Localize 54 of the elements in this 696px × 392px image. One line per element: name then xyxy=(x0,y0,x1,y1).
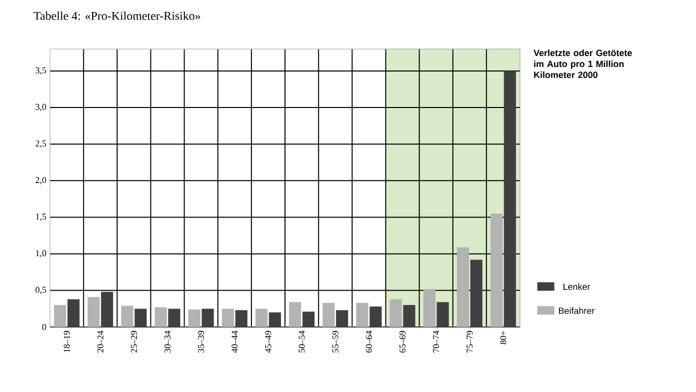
y-tick-label: 2,5 xyxy=(36,140,46,148)
bar xyxy=(436,302,449,327)
x-tick-label: 30–34 xyxy=(164,330,171,353)
x-tick-label: 80+ xyxy=(500,330,506,344)
bar xyxy=(423,288,436,327)
x-tick-label: 50–54 xyxy=(298,330,305,352)
bar xyxy=(255,308,268,327)
bar xyxy=(134,308,147,327)
bar xyxy=(470,260,482,327)
bar xyxy=(490,214,503,327)
bar xyxy=(268,312,281,327)
bar xyxy=(235,310,248,327)
y-tick-label: 0 xyxy=(42,324,46,330)
bar xyxy=(302,312,315,327)
x-tick-label: 45–49 xyxy=(265,330,272,353)
legend-label: Beifahrer xyxy=(559,307,595,314)
x-tick-label: 20–24 xyxy=(97,330,104,353)
bar xyxy=(88,297,100,327)
bar xyxy=(121,306,134,327)
bar xyxy=(67,299,80,327)
bar xyxy=(289,302,302,327)
bar xyxy=(188,309,200,327)
bar xyxy=(202,308,214,327)
x-tick-label: 35–39 xyxy=(198,330,204,353)
x-tick-label: 25–29 xyxy=(130,330,137,353)
bar xyxy=(222,308,234,327)
x-tick-label: 65–69 xyxy=(399,330,406,353)
bar xyxy=(54,305,66,327)
bar xyxy=(370,306,382,327)
bar xyxy=(456,247,469,327)
bar xyxy=(336,310,348,327)
legend-label: Lenker xyxy=(564,283,590,290)
x-tick-label: 40–44 xyxy=(232,330,238,353)
y-tick-label: 0,5 xyxy=(36,286,46,294)
x-tick-label: 18–19 xyxy=(64,330,70,352)
x-tick-label: 70–74 xyxy=(433,330,440,352)
x-tick-label: 60–64 xyxy=(366,330,372,353)
bar xyxy=(504,70,516,327)
bar xyxy=(356,302,368,327)
text: Verletzte oder Getötete im Auto pro 1 Million Kilometer 2000 xyxy=(534,50,632,78)
y-tick-label: 2,0 xyxy=(36,177,46,184)
bar xyxy=(168,308,180,327)
x-tick-label: 55–59 xyxy=(332,330,338,352)
chart-title: Tabelle 4: «Pro-Kilometer-Risiko» xyxy=(34,12,200,20)
y-tick-label: 1,5 xyxy=(36,214,46,221)
bar xyxy=(154,307,167,327)
y-tick-label: 3,5 xyxy=(36,67,46,75)
bar xyxy=(403,305,416,327)
bar xyxy=(322,302,335,327)
bar xyxy=(101,292,114,327)
bar xyxy=(390,299,402,327)
x-tick-label: 75–79 xyxy=(466,330,473,352)
y-tick-label: 1,0 xyxy=(36,250,46,258)
y-tick-label: 3,0 xyxy=(36,104,46,112)
